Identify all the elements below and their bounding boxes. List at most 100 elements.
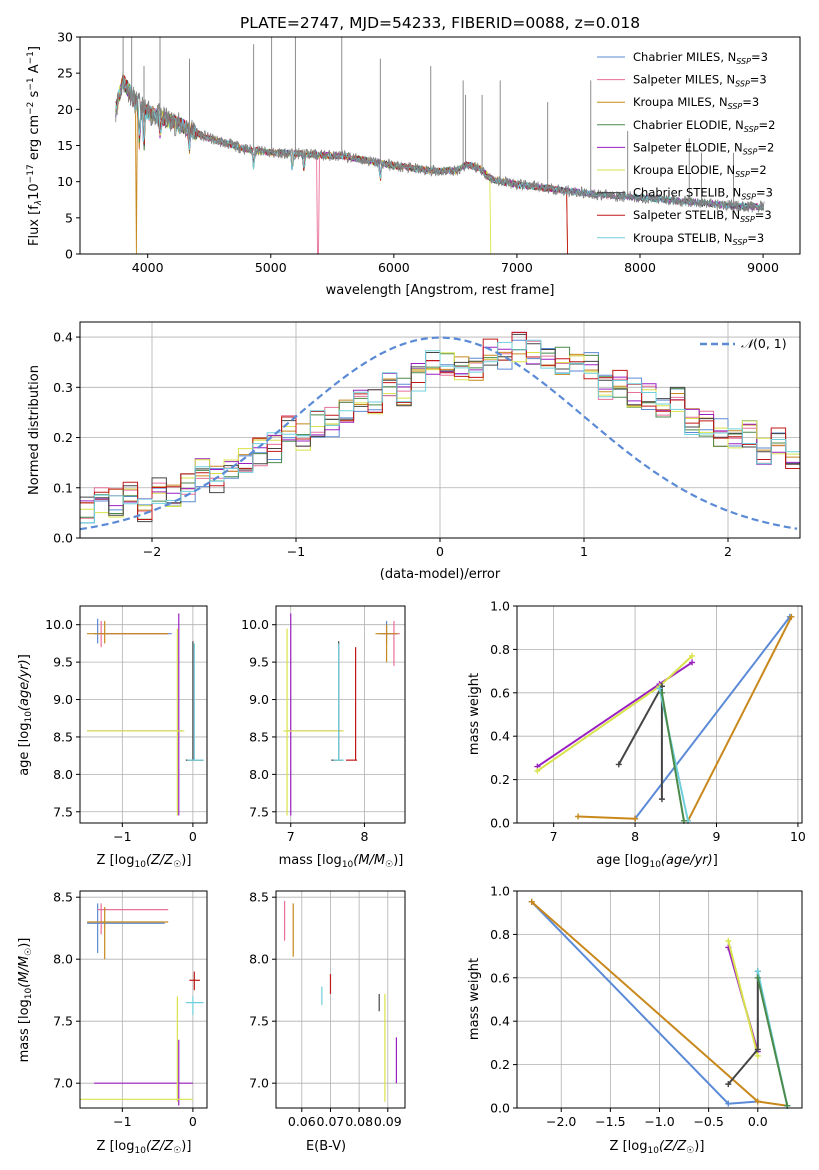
residual-panel: −2 −1 0 1 2 0.0 0.1 0.2 0.3 0.4 𝒩(0, 1) (data-mod…: [27, 321, 801, 582]
agez-y-frac: (age/yr): [17, 659, 32, 711]
x-tick-label-1: 0: [189, 1114, 197, 1129]
spectrum-y-label: Flux [fλ10−17 erg cm−2 s−1 A−1]: [26, 46, 44, 246]
mwage-x-label: age [log10(age/yr)]: [596, 853, 718, 870]
y-tick-label-5: 25: [57, 66, 73, 81]
x-tick-label-3: 0.09: [374, 1114, 402, 1129]
spectrum-y-units3: A: [27, 64, 42, 77]
massz-y-sun: ☉: [24, 948, 34, 956]
axes-frame: [79, 605, 208, 824]
y-tick-label-1: 0.2: [490, 772, 510, 787]
y-tick-label-0: 7.5: [53, 804, 73, 819]
legend-entry-n-0: =3: [751, 50, 768, 64]
x-tick-label-0: −1: [113, 829, 131, 844]
spectrum-plot-area: [115, 37, 765, 254]
spectrum-panel: 4000 5000 6000 7000 8000 9000 0 5 10 15 20 25 30 Cha…: [26, 30, 801, 298]
y-tick-label-4: 0.8: [490, 927, 510, 942]
spectrum-lines: [115, 37, 765, 254]
spectrum-y-exp3: −1: [26, 77, 36, 90]
legend-entry-n-2: =3: [742, 95, 759, 109]
mw-marker-7-0: [656, 685, 663, 692]
y-tick-label-3: 8.5: [53, 890, 73, 905]
residual-hist-2: [80, 351, 800, 511]
legend-entry-n-1: =3: [750, 73, 767, 87]
x-tick-label-0: 7: [550, 829, 558, 844]
legend-entry-name-7: Salpeter STELIB, N: [633, 208, 740, 222]
x-tick-label-0: −2.0: [546, 1114, 576, 1129]
spectrum-axes: 4000 5000 6000 7000 8000 9000 0 5 10 15 20 25 30: [57, 30, 801, 275]
x-tick-label-0: −2: [143, 544, 161, 559]
y-tick-label-1: 0.1: [53, 480, 73, 495]
agez-x-label: Z [log10(Z/Z☉)]: [97, 853, 192, 870]
x-tick-label-2: 6000: [378, 260, 410, 275]
spectrum-y-label-start: Flux [f: [27, 205, 42, 246]
mw-marker-1-1: [632, 815, 639, 822]
agez-x-sub: 10: [134, 860, 146, 870]
residual-hist-4: [80, 331, 800, 507]
mw-marker-3-0: [725, 937, 732, 944]
mw-series-6: [756, 977, 789, 1107]
legend-entry-8: Kroupa STELIB, NSSP=3: [633, 231, 764, 247]
y-tick-label-6: 30: [57, 30, 73, 45]
residual-hist-8: [80, 339, 800, 524]
legend-entry-n-3: =2: [759, 118, 776, 132]
mw-series-8: [660, 692, 685, 821]
legend-entry-name-2: Kroupa MILES, N: [633, 95, 728, 109]
legend-entry-7: Salpeter STELIB, NSSP=3: [633, 208, 772, 224]
legend-entry-0: Chabrier MILES, NSSP=3: [633, 50, 768, 66]
x-tick-label-3: 10: [790, 829, 806, 844]
y-tick-label-5: 10.0: [241, 617, 269, 632]
mw-marker-4-2: [689, 652, 696, 659]
y-tick-label-3: 9.0: [249, 692, 269, 707]
massz-x-sub: 10: [134, 1146, 146, 1156]
mass-vs-ebv-panel: 0.06 0.07 0.08 0.09 7.0 7.5 8.0 8.5: [249, 890, 406, 1129]
legend-entry-name-0: Chabrier MILES, N: [633, 50, 736, 64]
y-tick-label-4: 9.5: [53, 655, 73, 670]
y-tick-label-5: 1.0: [490, 599, 510, 614]
mwage-x-frac: (age/yr): [661, 853, 713, 868]
y-tick-label-0: 7.5: [249, 804, 269, 819]
figure-title: PLATE=2747, MJD=54233, FIBERID=0088, z=0…: [240, 14, 640, 32]
mw-marker-6-0: [754, 974, 761, 981]
agez-y-close: ]: [17, 654, 32, 659]
massz-x-frac: (Z/Z: [146, 1139, 174, 1154]
residual-hist-3: [80, 346, 800, 520]
mwage-x-close: ]: [713, 853, 718, 868]
mw-marker-0-1: [725, 1100, 732, 1107]
massweight-vs-metallicity-panel: −2.0 −1.5 −1.0 −0.5 0.0 0.0 0.2 0.4 0.6 0.8 1.0: [490, 884, 803, 1129]
axes-frame: [275, 605, 406, 824]
mwage-x-sub: 10: [649, 860, 661, 870]
mw-series-1: [578, 815, 636, 820]
y-tick-label-5: 1.0: [490, 884, 510, 899]
x-tick-label-4: 8000: [624, 260, 656, 275]
residual-axes: −2 −1 0 1 2 0.0 0.1 0.2 0.3 0.4: [53, 321, 801, 559]
x-tick-label-4: 0.0: [748, 1114, 768, 1129]
legend-entry-4: Salpeter ELODIE, NSSP=2: [633, 140, 774, 156]
x-tick-label-2: −1.0: [644, 1114, 674, 1129]
massz-y-text: mass [log: [17, 999, 32, 1062]
y-tick-label-0: 0.0: [53, 531, 73, 546]
x-tick-label-0: −1: [113, 1114, 131, 1129]
spectrum-x-label: wavelength [Angstrom, rest frame]: [326, 283, 555, 298]
y-tick-label-2: 8.5: [53, 729, 73, 744]
legend-entry-sub-6: SSP: [741, 193, 756, 202]
y-tick-label-1: 7.5: [53, 1014, 73, 1029]
mw-marker-4-1: [754, 1046, 761, 1053]
residual-hist-7: [80, 331, 800, 520]
agez-x-text: Z [log: [97, 853, 135, 868]
mw-marker-5-0: [754, 968, 761, 975]
x-tick-label-4: 2: [724, 544, 732, 559]
legend-entry-name-8: Kroupa STELIB, N: [633, 231, 733, 245]
agez-y-label: age [log10(age/yr)]: [17, 654, 34, 776]
mw-series-0: [634, 616, 791, 820]
x-tick-label-1: −1.5: [595, 1114, 625, 1129]
y-tick-label-4: 20: [57, 102, 73, 117]
normal-curve: [80, 336, 798, 531]
legend-entry-5: Kroupa ELODIE, NSSP=2: [633, 163, 767, 179]
legend-entry-sub-8: SSP: [733, 238, 748, 247]
mw-marker-2-1: [788, 613, 795, 620]
legend-entry-n-4: =2: [757, 140, 774, 154]
x-tick-label-3: 1: [580, 544, 588, 559]
x-tick-label-1: −1: [287, 544, 305, 559]
massz-y-label: mass [log10(M/M☉)]: [17, 938, 34, 1063]
